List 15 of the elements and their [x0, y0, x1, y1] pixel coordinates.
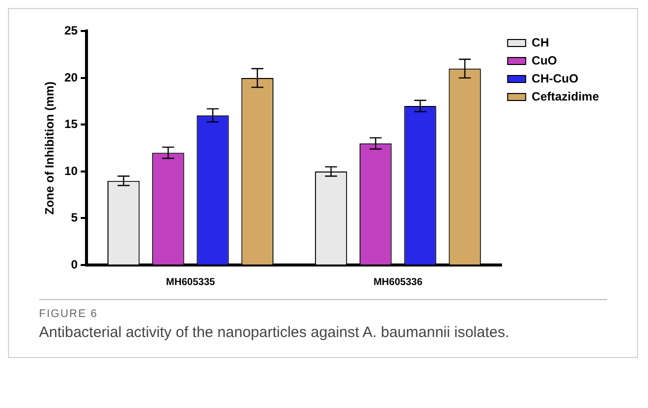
y-axis-title: Zone of Inhibition (mm)	[42, 81, 57, 215]
y-tick-label: 15	[64, 117, 78, 132]
legend-label: CuO	[532, 53, 557, 68]
legend-label: CH	[532, 35, 549, 50]
y-tick-label: 5	[71, 210, 78, 225]
text: Antibacterial activity of the nanoparticles against A. baumannii isolates.	[39, 324, 510, 341]
x-tick-label: MH605335	[166, 276, 216, 288]
legend-label: Ceftazidime	[532, 89, 600, 104]
y-tick-label: 25	[64, 24, 78, 38]
y-tick-label: 10	[64, 164, 78, 178]
x-tick-label: MH605336	[373, 276, 423, 288]
legend-label: CH-CuO	[532, 71, 578, 86]
y-tick-label: 0	[71, 257, 78, 272]
caption: FIGURE 6	[39, 308, 99, 320]
y-tick-label: 20	[64, 70, 78, 84]
